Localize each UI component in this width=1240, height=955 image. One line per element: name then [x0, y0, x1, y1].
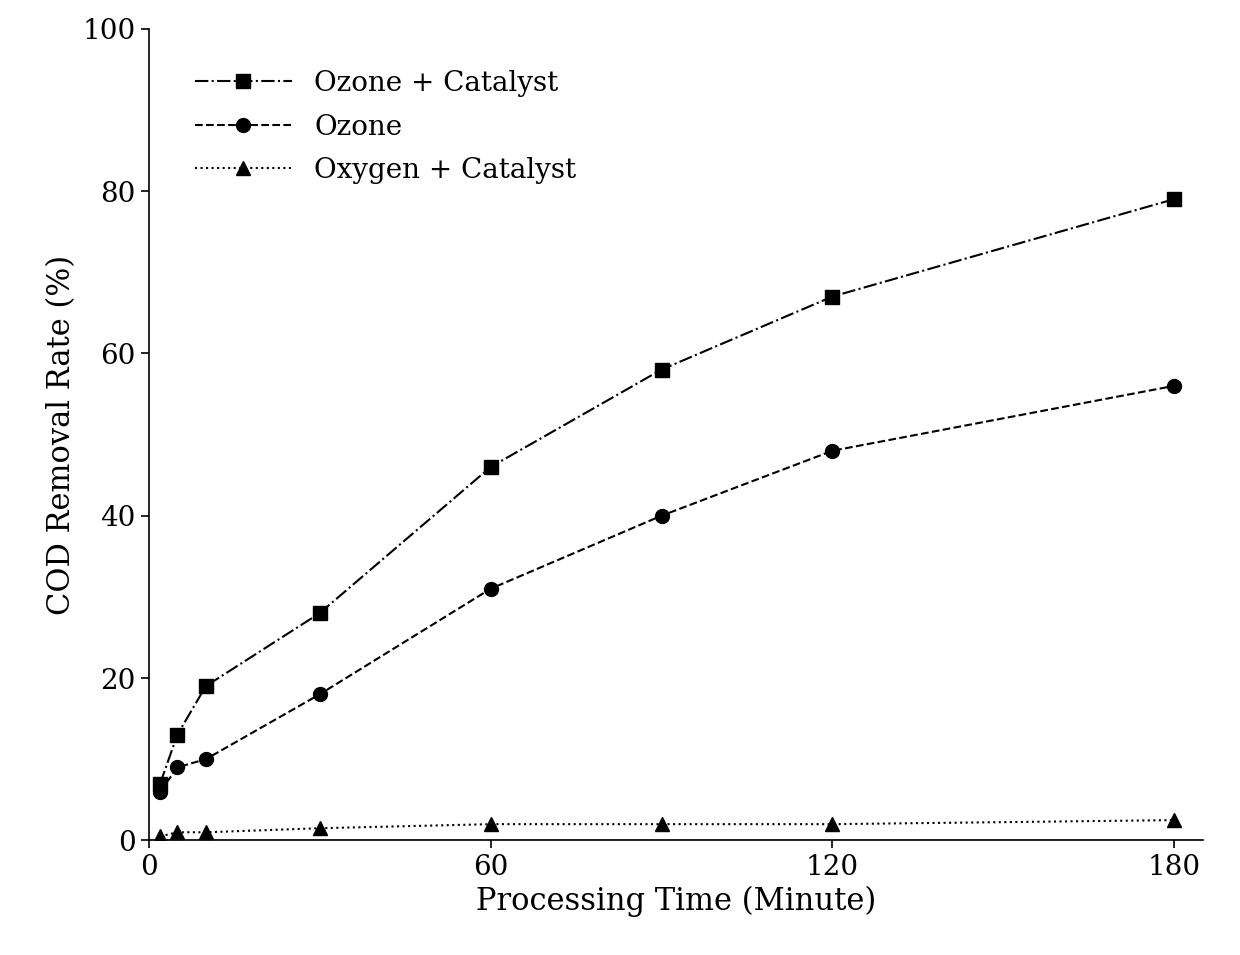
Line: Ozone + Catalyst: Ozone + Catalyst — [154, 192, 1182, 791]
Ozone + Catalyst — [198, 680, 213, 691]
Ozone + Catalyst — [655, 364, 670, 375]
Ozone — [312, 689, 327, 700]
Oxygen + Catalyst — [1167, 815, 1182, 826]
Ozone + Catalyst — [484, 461, 498, 473]
Oxygen + Catalyst — [198, 826, 213, 838]
X-axis label: Processing Time (Minute): Processing Time (Minute) — [476, 886, 875, 918]
Oxygen + Catalyst — [170, 826, 185, 838]
Ozone + Catalyst — [1167, 193, 1182, 204]
Oxygen + Catalyst — [484, 818, 498, 830]
Oxygen + Catalyst — [153, 831, 167, 842]
Ozone — [655, 510, 670, 521]
Ozone + Catalyst — [312, 607, 327, 619]
Ozone + Catalyst — [153, 777, 167, 789]
Oxygen + Catalyst — [825, 818, 839, 830]
Line: Oxygen + Catalyst: Oxygen + Catalyst — [154, 813, 1182, 843]
Ozone — [170, 762, 185, 774]
Ozone + Catalyst — [825, 290, 839, 302]
Ozone + Catalyst — [170, 730, 185, 741]
Oxygen + Catalyst — [655, 818, 670, 830]
Ozone — [825, 445, 839, 456]
Oxygen + Catalyst — [312, 822, 327, 834]
Ozone — [153, 786, 167, 797]
Y-axis label: COD Removal Rate (%): COD Removal Rate (%) — [46, 254, 77, 615]
Line: Ozone: Ozone — [154, 379, 1182, 798]
Ozone — [484, 583, 498, 594]
Ozone — [1167, 380, 1182, 392]
Ozone — [198, 753, 213, 765]
Legend: Ozone + Catalyst, Ozone, Oxygen + Catalyst: Ozone + Catalyst, Ozone, Oxygen + Cataly… — [184, 59, 588, 196]
